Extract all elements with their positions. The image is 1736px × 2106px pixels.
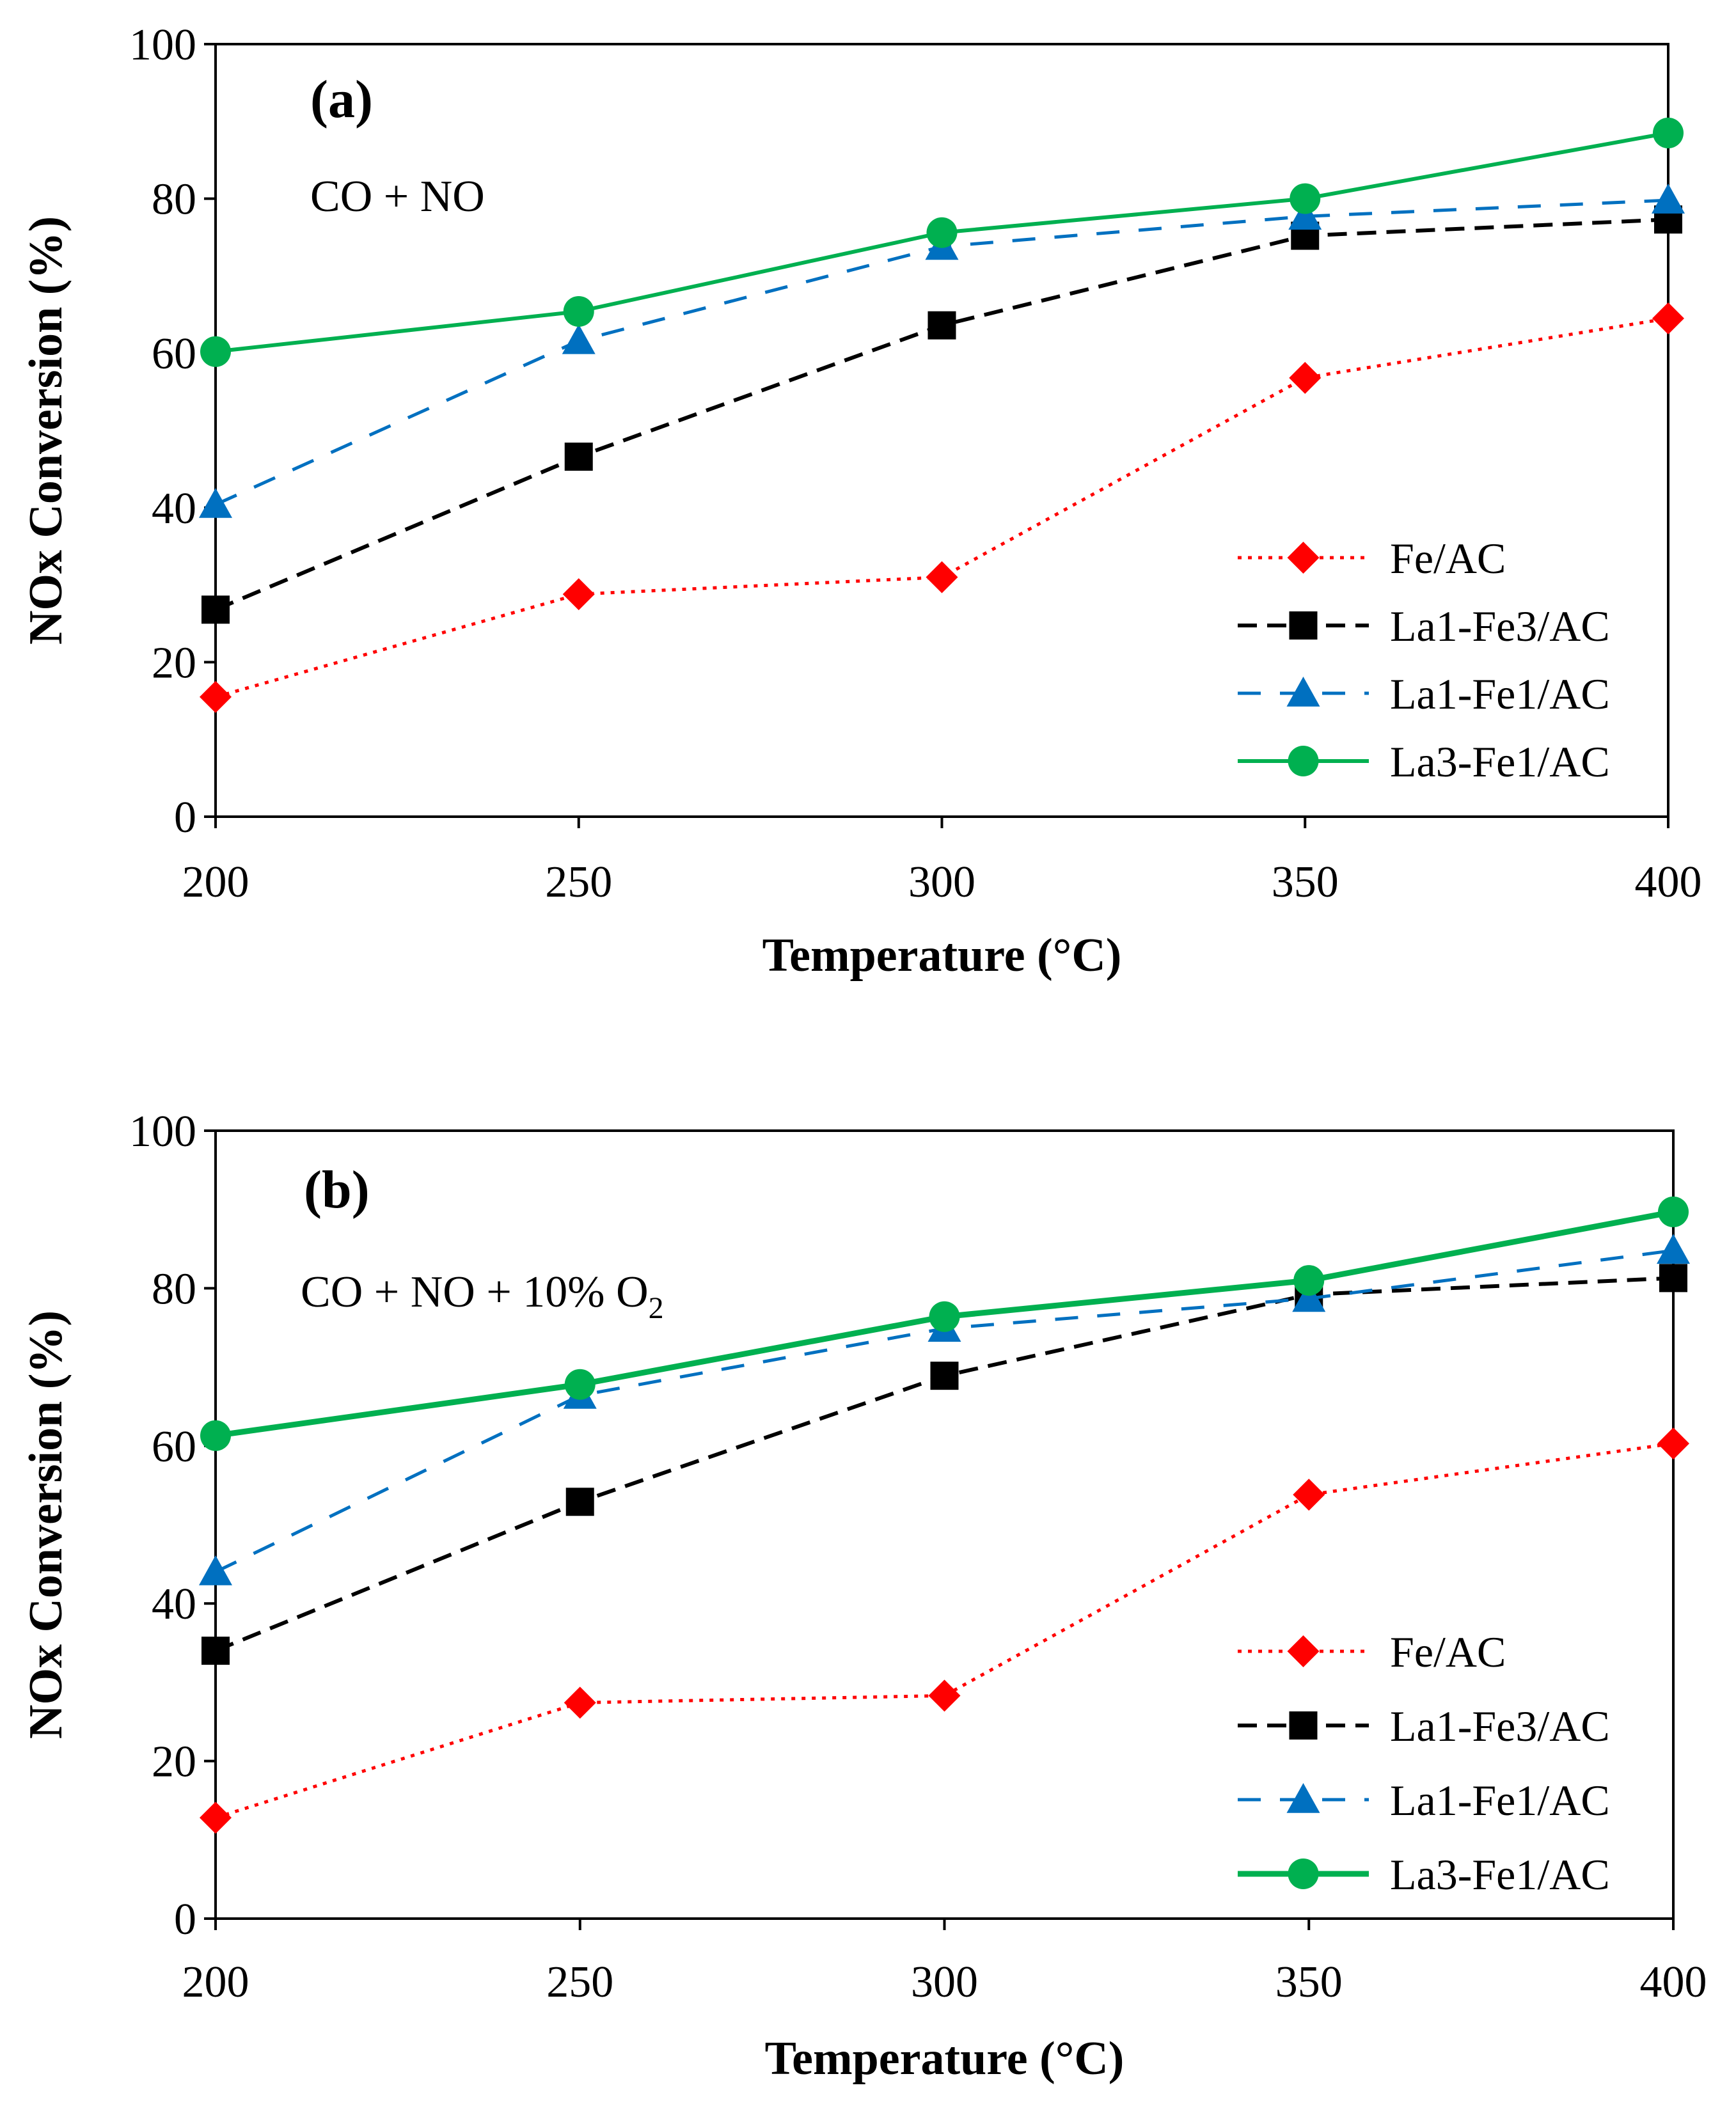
data-point [200, 1802, 232, 1834]
legend-label: La3-Fe1/AC [1390, 737, 1610, 786]
data-point [1292, 1282, 1326, 1312]
legend-marker [1289, 611, 1318, 640]
condition-text: CO + NO [310, 172, 485, 221]
data-point [201, 1637, 230, 1665]
x-tick-label: 250 [546, 1958, 613, 2007]
series-la3-fe1-ac [200, 117, 1684, 367]
legend: Fe/AC La1-Fe3/AC La1-Fe1/AC La3-Fe1/AC [1238, 534, 1610, 786]
legend-label: Fe/AC [1390, 1628, 1506, 1676]
data-point [1653, 117, 1684, 148]
y-tick-label: 40 [152, 1580, 196, 1629]
y-tick-label: 80 [152, 1264, 196, 1314]
data-point [1659, 1264, 1687, 1293]
panel-label: (a) [310, 70, 373, 129]
condition-text: CO + NO + 10% O [301, 1268, 649, 1317]
x-axis-title: Temperature (°C) [765, 2032, 1124, 2085]
condition-subscript: 2 [649, 1291, 664, 1325]
y-axis-title: NOx Conversion (%) [20, 1310, 72, 1739]
y-tick-label: 60 [152, 1422, 196, 1472]
data-point [929, 1301, 960, 1332]
x-tick-label: 400 [1635, 858, 1702, 907]
y-tick-label: 100 [129, 20, 196, 70]
data-point [1657, 1427, 1689, 1460]
x-tick-label: 300 [911, 1958, 978, 2007]
data-point [562, 324, 596, 354]
y-axis-title: NOx Conversion (%) [20, 216, 72, 645]
legend-marker [1287, 542, 1320, 574]
condition-label: CO + NO + 10% O2 [301, 1268, 664, 1325]
legend: Fe/AC La1-Fe3/AC La1-Fe1/AC La3-Fe1/AC [1238, 1628, 1610, 1899]
data-point [565, 1488, 594, 1516]
legend-marker [1286, 677, 1320, 707]
chart-panel-a: 0 20 40 60 80 100 200 250 300 350 400 Temperature (… [20, 20, 1702, 982]
data-point [201, 595, 230, 624]
data-point [1290, 183, 1321, 214]
y-tick-label: 80 [152, 175, 196, 224]
x-tick-label: 200 [182, 858, 249, 907]
y-tick-label: 0 [174, 1895, 196, 1944]
chart-panel-b: 0 20 40 60 80 100 200 250 300 350 400 Temperature (… [20, 1107, 1707, 2085]
data-point [200, 680, 232, 713]
data-point [564, 1369, 596, 1400]
legend-label: La1-Fe3/AC [1390, 602, 1610, 650]
data-point [1288, 200, 1322, 230]
data-point [1293, 1265, 1325, 1296]
data-point [1657, 1234, 1690, 1264]
series-fe-ac [200, 302, 1684, 713]
condition-label: CO + NO [310, 172, 485, 221]
legend-label: La1-Fe3/AC [1390, 1702, 1610, 1750]
legend-marker [1286, 1783, 1320, 1813]
data-point [1293, 1479, 1325, 1511]
legend-label: La3-Fe1/AC [1390, 1850, 1610, 1899]
x-tick-label: 250 [545, 858, 612, 907]
y-tick-label: 100 [129, 1107, 196, 1156]
data-point [1658, 1196, 1689, 1227]
data-point [564, 443, 593, 471]
series-la3-fe1-ac [200, 1196, 1689, 1451]
data-point [564, 1686, 596, 1719]
data-point [927, 311, 956, 340]
data-point [199, 1555, 232, 1585]
data-point [199, 487, 232, 518]
y-tick-label: 0 [174, 793, 196, 842]
legend-label: La1-Fe1/AC [1390, 1776, 1610, 1825]
x-axis-title: Temperature (°C) [762, 929, 1122, 982]
data-point [1652, 184, 1685, 214]
data-point [1652, 302, 1684, 334]
panel-label: (b) [304, 1160, 370, 1220]
data-point [562, 578, 595, 611]
legend-marker [1288, 1858, 1319, 1889]
legend-marker [1289, 1711, 1318, 1740]
x-tick-label: 350 [1272, 858, 1339, 907]
data-point [1289, 361, 1322, 394]
data-point [200, 336, 231, 367]
data-point [926, 561, 958, 593]
legend-label: La1-Fe1/AC [1390, 670, 1610, 718]
data-point [563, 295, 594, 327]
x-tick-label: 300 [908, 858, 975, 907]
series-fe-ac [200, 1427, 1689, 1834]
data-point [928, 1679, 961, 1712]
data-point [930, 1362, 959, 1390]
x-tick-label: 400 [1640, 1958, 1707, 2007]
y-tick-label: 20 [152, 638, 196, 688]
legend-label: Fe/AC [1390, 534, 1506, 583]
data-point [200, 1420, 231, 1451]
y-tick-label: 20 [152, 1738, 196, 1787]
x-tick-label: 200 [182, 1958, 249, 2007]
y-tick-label: 40 [152, 484, 196, 533]
data-point [926, 217, 958, 248]
legend-marker [1287, 1635, 1320, 1667]
y-tick-label: 60 [152, 329, 196, 379]
legend-marker [1288, 746, 1319, 776]
x-tick-label: 350 [1275, 1958, 1343, 2007]
